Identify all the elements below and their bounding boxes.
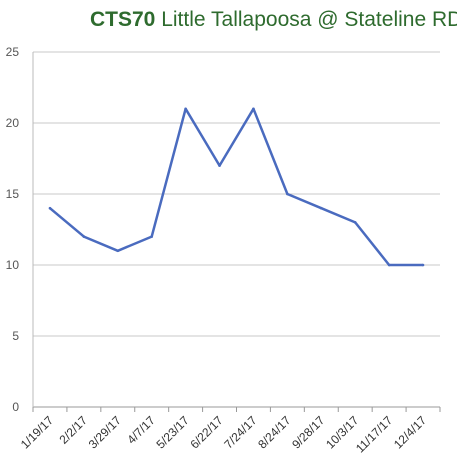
series-line — [49, 107, 424, 267]
y-tick-label-0: 0 — [12, 400, 19, 414]
grid-lines — [33, 51, 440, 408]
chart-title-site-code: CTS70 — [90, 8, 156, 31]
data-point-8/24/17 — [286, 192, 289, 196]
data-point-9/28/17 — [319, 206, 323, 210]
data-point-12/4/17 — [421, 263, 425, 267]
x-tick-label: 3/29/17 — [86, 413, 124, 451]
data-series — [49, 107, 424, 267]
x-axis-ticks: 1/19/17 2/2/173/29/17 4/7/175/23/176/22/17… — [18, 407, 441, 456]
x-tick-label: 1/19/17 — [18, 413, 56, 451]
data-points — [48, 107, 425, 267]
y-tick-label-20: 20 — [6, 116, 20, 130]
x-tick-label: 12/4/17 — [391, 413, 429, 451]
y-axis-ticks: 0 5 10 15 20 25 — [6, 45, 20, 414]
y-tick-label-15: 15 — [6, 187, 20, 201]
x-tick-label: 5/23/17 — [154, 413, 192, 451]
data-point-4/7/17 — [150, 235, 154, 238]
y-tick-label-25: 25 — [6, 45, 20, 59]
y-tick-label-5: 5 — [12, 329, 19, 343]
data-point-10/3/17 — [353, 221, 357, 224]
data-point-11/17/17 — [387, 263, 391, 267]
x-tick-label: 7/24/17 — [221, 413, 259, 451]
y-tick-label-10: 10 — [6, 258, 20, 272]
data-point-3/29/17 — [116, 249, 120, 253]
chart-title-location: Little Tallapoosa @ Stateline RD — [161, 8, 457, 31]
data-point-1/19/17 — [48, 206, 52, 210]
data-point-2/2/17 — [82, 235, 86, 238]
data-point-7/24/17 — [252, 107, 255, 111]
x-tick-label: 6/22/17 — [187, 413, 225, 451]
data-point-5/23/17 — [184, 107, 187, 111]
x-tick-label: 11/17/17 — [353, 413, 396, 456]
chart-title: CTS70 Little Tallapoosa @ Stateline RD — [90, 8, 457, 38]
x-tick-label: 8/24/17 — [255, 413, 293, 451]
data-point-6/22/17 — [218, 164, 221, 167]
x-tick-label: 9/28/17 — [289, 413, 327, 451]
